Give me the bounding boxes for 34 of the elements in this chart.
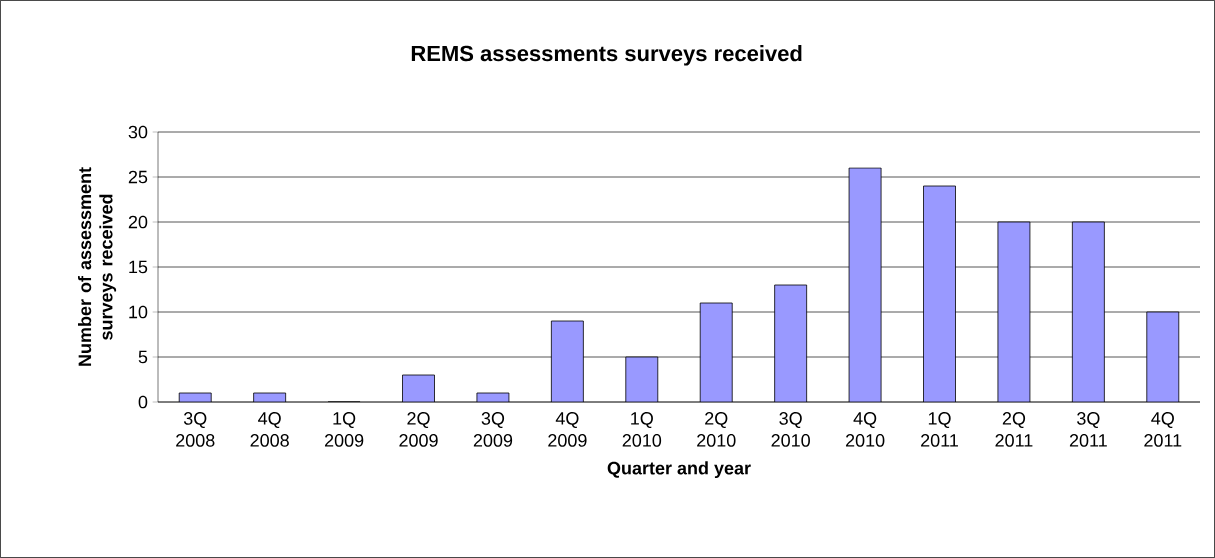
x-tick-label: 4Q 2009	[548, 412, 587, 447]
y-axis-title: Number of assessment surveys received	[78, 167, 117, 366]
x-tick-label: 2Q 2011	[995, 412, 1033, 447]
bar	[1146, 311, 1180, 402]
x-tick-label: 1Q 2011	[921, 412, 958, 447]
bar	[625, 356, 659, 402]
chart-title: REMS assessments surveys received	[411, 45, 802, 66]
y-tick-label: 0	[138, 395, 148, 409]
bar	[699, 302, 733, 402]
x-tick-label: 3Q 2009	[473, 412, 513, 447]
bar	[997, 221, 1031, 402]
y-tick-label: 15	[129, 260, 148, 274]
x-tick-label: 4Q 2011	[1144, 412, 1182, 447]
y-tick-label: 30	[128, 125, 148, 139]
bar	[1071, 221, 1105, 402]
x-axis-title: Quarter and year	[607, 461, 751, 479]
x-tick-label: 1Q 2010	[622, 412, 662, 447]
x-tick-label: 2Q 2009	[399, 412, 438, 447]
y-tick-label: 25	[128, 170, 148, 184]
x-tick-label: 4Q 2010	[845, 412, 885, 447]
bar	[550, 320, 584, 402]
x-tick-label: 1Q 2009	[324, 412, 364, 447]
bar	[848, 167, 882, 402]
x-tick-label: 2Q 2010	[697, 412, 736, 447]
y-tick-label: 10	[129, 305, 148, 319]
bar	[774, 284, 808, 402]
bar	[923, 185, 956, 402]
x-tick-label: 4Q 2008	[250, 412, 289, 447]
x-tick-label: 3Q 2010	[771, 412, 810, 447]
bar	[402, 374, 435, 402]
x-tick-label: 3Q 2008	[176, 412, 215, 447]
y-tick-label: 5	[138, 350, 148, 364]
y-tick-label: 20	[128, 215, 148, 229]
x-tick-label: 3Q 2011	[1069, 412, 1107, 447]
